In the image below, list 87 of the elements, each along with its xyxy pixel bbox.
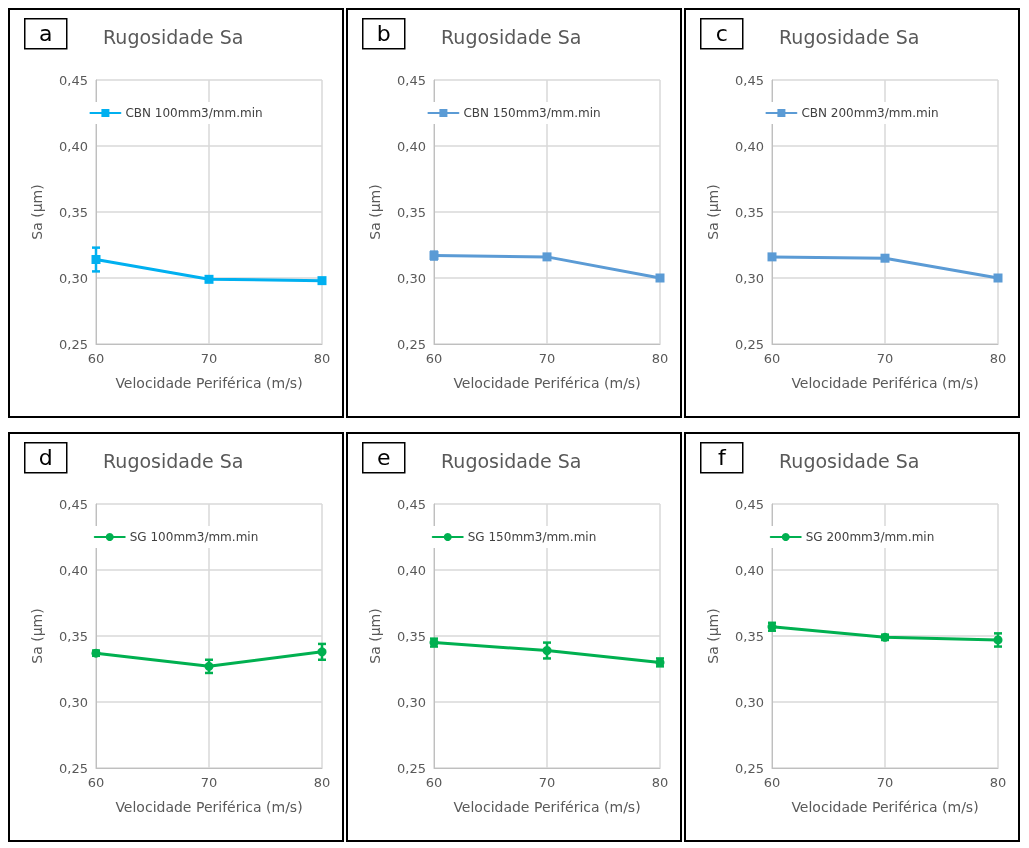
y-axis-title: Sa (µm): [367, 608, 383, 664]
y-tick-label: 0,35: [397, 204, 426, 220]
point: [317, 276, 327, 286]
point: [91, 255, 101, 265]
chart-title: Rugosidade Sa: [441, 449, 582, 472]
x-tick-label: 70: [876, 351, 894, 366]
x-tick-label: 70: [200, 775, 218, 790]
x-tick-label: 60: [425, 351, 443, 366]
x-tick-label: 70: [538, 775, 556, 790]
point: [655, 273, 665, 283]
point: [993, 273, 1003, 283]
y-tick-label: 0,30: [735, 270, 764, 286]
legend-label: CBN 150mm3/mm.min: [463, 106, 601, 120]
x-tick-label: 80: [651, 775, 669, 790]
y-tick-label: 0,25: [59, 760, 88, 776]
y-tick-label: 0,35: [397, 628, 426, 644]
x-tick-label: 70: [200, 351, 218, 366]
y-axis-title: Sa (µm): [29, 608, 45, 664]
legend-label: CBN 200mm3/mm.min: [801, 106, 939, 120]
x-tick-label: 60: [425, 775, 443, 790]
x-axis-title: Velocidade Periférica (m/s): [791, 375, 979, 391]
y-tick-label: 0,40: [735, 562, 764, 578]
y-tick-label: 0,25: [735, 336, 764, 352]
x-tick-label: 80: [989, 775, 1007, 790]
y-tick-label: 0,30: [59, 694, 88, 710]
y-axis-title: Sa (µm): [705, 608, 721, 664]
y-tick-label: 0,40: [59, 562, 88, 578]
y-tick-label: 0,45: [397, 72, 426, 88]
y-tick-label: 0,25: [735, 760, 764, 776]
y-tick-label: 0,35: [59, 204, 88, 220]
x-tick-label: 60: [87, 351, 105, 366]
chart-title: Rugosidade Sa: [103, 25, 244, 48]
y-axis-title: Sa (µm): [367, 184, 383, 240]
y-tick-label: 0,35: [735, 204, 764, 220]
point: [542, 252, 552, 262]
text: c: [715, 21, 728, 47]
point: [317, 647, 327, 657]
y-tick-label: 0,45: [735, 72, 764, 88]
x-tick-label: 80: [313, 775, 331, 790]
y-axis-title: Sa (µm): [705, 184, 721, 240]
y-tick-label: 0,45: [735, 496, 764, 512]
legend-label: SG 150mm3/mm.min: [467, 530, 597, 544]
legend-label: SG 100mm3/mm.min: [129, 530, 259, 544]
text: e: [376, 445, 391, 471]
y-tick-label: 0,25: [397, 760, 426, 776]
x-tick-label: 80: [989, 351, 1007, 366]
y-tick-label: 0,25: [59, 336, 88, 352]
y-tick-label: 0,45: [59, 72, 88, 88]
y-tick-label: 0,35: [735, 628, 764, 644]
chart-title: Rugosidade Sa: [441, 25, 582, 48]
x-tick-label: 80: [651, 351, 669, 366]
y-tick-label: 0,40: [735, 138, 764, 154]
point: [880, 253, 890, 263]
point: [767, 252, 777, 262]
y-tick-label: 0,30: [397, 694, 426, 710]
y-tick-label: 0,40: [397, 138, 426, 154]
x-tick-label: 60: [87, 775, 105, 790]
text: d: [38, 445, 53, 471]
x-tick-label: 70: [876, 775, 894, 790]
y-tick-label: 0,30: [59, 270, 88, 286]
x-axis-title: Velocidade Periférica (m/s): [453, 375, 641, 391]
chart-title: Rugosidade Sa: [103, 449, 244, 472]
text: b: [376, 21, 391, 47]
point: [204, 274, 214, 284]
text: a: [39, 21, 53, 47]
y-tick-label: 0,40: [397, 562, 426, 578]
chart-title: Rugosidade Sa: [779, 449, 920, 472]
y-tick-label: 0,45: [397, 496, 426, 512]
y-tick-label: 0,45: [59, 496, 88, 512]
y-tick-label: 0,35: [59, 628, 88, 644]
x-tick-label: 70: [538, 351, 556, 366]
x-tick-label: 60: [763, 351, 781, 366]
y-axis-title: Sa (µm): [29, 184, 45, 240]
legend-label: SG 200mm3/mm.min: [805, 530, 935, 544]
x-tick-label: 80: [313, 351, 331, 366]
y-tick-label: 0,30: [397, 270, 426, 286]
x-axis-title: Velocidade Periférica (m/s): [791, 799, 979, 815]
chart-title: Rugosidade Sa: [779, 25, 920, 48]
text: f: [717, 445, 727, 471]
x-axis-title: Velocidade Periférica (m/s): [453, 799, 641, 815]
x-axis-title: Velocidade Periférica (m/s): [115, 799, 303, 815]
y-tick-label: 0,30: [735, 694, 764, 710]
y-tick-label: 0,25: [397, 336, 426, 352]
y-tick-label: 0,40: [59, 138, 88, 154]
x-axis-title: Velocidade Periférica (m/s): [115, 375, 303, 391]
legend-label: CBN 100mm3/mm.min: [125, 106, 263, 120]
x-tick-label: 60: [763, 775, 781, 790]
